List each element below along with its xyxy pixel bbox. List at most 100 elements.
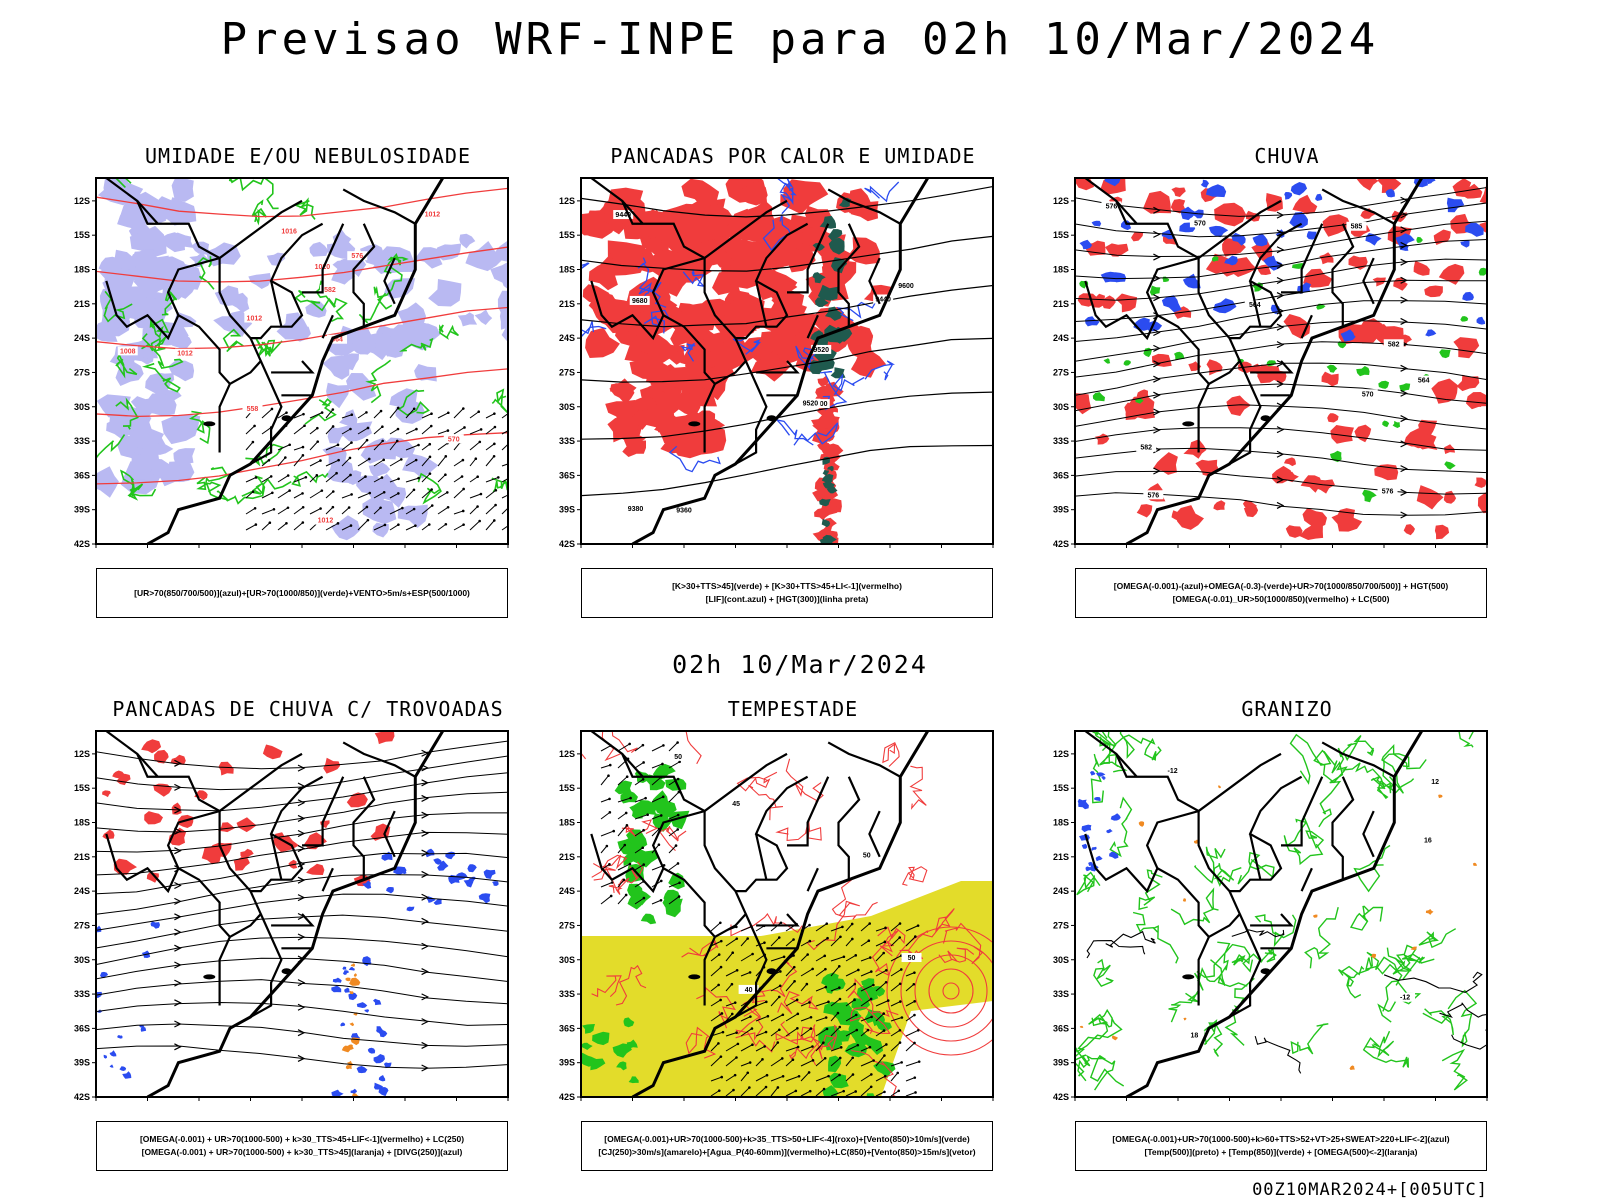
wind-vector <box>668 778 679 786</box>
panel-map: -12-1212161812S15S18S21S24S27S30S33S36S3… <box>1053 730 1488 1102</box>
heat-shower-area <box>821 473 834 484</box>
rain-area <box>1355 178 1379 191</box>
contour-label-bg <box>347 251 368 261</box>
lat-tick-label: 42S <box>559 1092 575 1102</box>
instability-area <box>811 413 833 430</box>
wind-vector <box>453 408 464 419</box>
panel-map: 1012101210201008101210121016570576582564… <box>74 177 509 549</box>
wind-vector <box>770 1058 783 1067</box>
lat-tick-label: 42S <box>1053 539 1069 549</box>
wind-vector <box>710 954 720 962</box>
wind-vector <box>800 983 808 992</box>
wind-vector <box>261 492 273 499</box>
hail-area <box>1095 855 1103 862</box>
wind-vector-head <box>913 971 916 974</box>
lat-tick-label: 18S <box>559 265 575 275</box>
wind-vector <box>309 490 323 499</box>
lat-tick-label: 30S <box>74 955 90 965</box>
temp-850-contour <box>1075 1054 1107 1067</box>
wind-vector-head <box>676 777 680 781</box>
wind-vector <box>389 407 399 419</box>
panel-title: UMIDADE E/OU NEBULOSIDADE <box>144 144 472 168</box>
streamline <box>96 874 508 915</box>
wind-vector <box>845 999 855 1007</box>
strong-omega-area <box>1135 397 1144 404</box>
wind-vector <box>277 444 290 451</box>
wind-vector-head <box>899 1000 902 1003</box>
flow-arrow <box>421 849 429 857</box>
wind-vector-head <box>347 506 351 509</box>
humidity-area <box>161 414 201 445</box>
country-border <box>621 200 644 225</box>
instability-area <box>686 216 727 245</box>
lat-tick-label: 12S <box>559 749 575 759</box>
wind-vector-head <box>776 1041 780 1044</box>
heat-shower-area <box>822 481 836 490</box>
wind-vector-head <box>780 1057 784 1060</box>
instability-area <box>795 312 822 332</box>
omega-area <box>1275 229 1285 238</box>
streamline <box>96 791 508 833</box>
humidity-contour <box>149 317 170 339</box>
panel-map: 96809600952094409360960095209440938012S1… <box>559 177 994 549</box>
wind-vector-head <box>446 505 450 509</box>
wind-vector-head <box>842 955 846 959</box>
wind-vector-head <box>493 425 497 429</box>
heat-shower-area <box>819 498 831 507</box>
country-border <box>352 776 376 880</box>
temp-850-contour <box>1242 947 1277 973</box>
wind-vector <box>485 504 496 515</box>
flow-arrow <box>174 944 182 952</box>
lat-tick-label: 36S <box>1053 1023 1069 1033</box>
legend-line: [OMEGA(-0.001) + UR>70(1000-500) + k>30_… <box>139 1134 465 1144</box>
wind-vector <box>830 998 841 1007</box>
omega-500-area <box>1111 1035 1118 1041</box>
flow-arrow <box>1153 328 1161 337</box>
wind-vector-head <box>267 458 271 462</box>
wind-vector-head <box>811 967 814 971</box>
wind-vector <box>845 1044 859 1052</box>
wind-vector <box>815 1075 829 1082</box>
omega-area <box>1180 206 1197 221</box>
temp-500-contour <box>1383 971 1483 993</box>
wind-vector-head <box>855 1028 859 1032</box>
wind-vector <box>830 1057 841 1067</box>
omega-500-area <box>1472 862 1477 866</box>
shower-area <box>345 1065 352 1070</box>
wind-vector-head <box>646 813 649 817</box>
heat-shower-area <box>828 237 845 255</box>
precipitable-water-contour <box>658 825 687 852</box>
wind-vector <box>905 936 916 947</box>
country-border <box>1228 913 1262 1018</box>
wind-vector <box>245 507 256 515</box>
flow-arrow <box>174 999 182 1007</box>
humidity-area <box>360 244 384 266</box>
streamline <box>1075 279 1487 322</box>
lat-tick-label: 36S <box>74 1023 90 1033</box>
wind-vector-head <box>808 1001 811 1004</box>
wind-vector-head <box>335 471 338 475</box>
wind-vector-head <box>793 979 796 983</box>
wind-vector-head <box>779 921 783 925</box>
wind-vector <box>740 926 752 932</box>
temp-850-contour <box>1381 743 1427 794</box>
wind-vector-head <box>677 895 681 898</box>
temp-850-contour <box>1422 1008 1454 1036</box>
instability-area <box>609 383 635 405</box>
strong-omega-area <box>1103 358 1111 364</box>
omega-area <box>1079 239 1093 250</box>
wind-vector-head <box>796 1012 800 1016</box>
wind-vector-head <box>608 811 612 814</box>
wind-vector <box>800 1059 814 1067</box>
lifted-index-contour <box>643 309 671 334</box>
wind-vector <box>341 442 352 451</box>
wind-vector-head <box>822 1087 826 1091</box>
rain-area <box>1327 413 1339 423</box>
wind-vector-head <box>854 954 858 957</box>
strong-omega-area <box>1292 263 1304 269</box>
divergence-area <box>483 869 496 879</box>
wind-vector <box>469 441 481 451</box>
humidity-area <box>346 373 377 401</box>
